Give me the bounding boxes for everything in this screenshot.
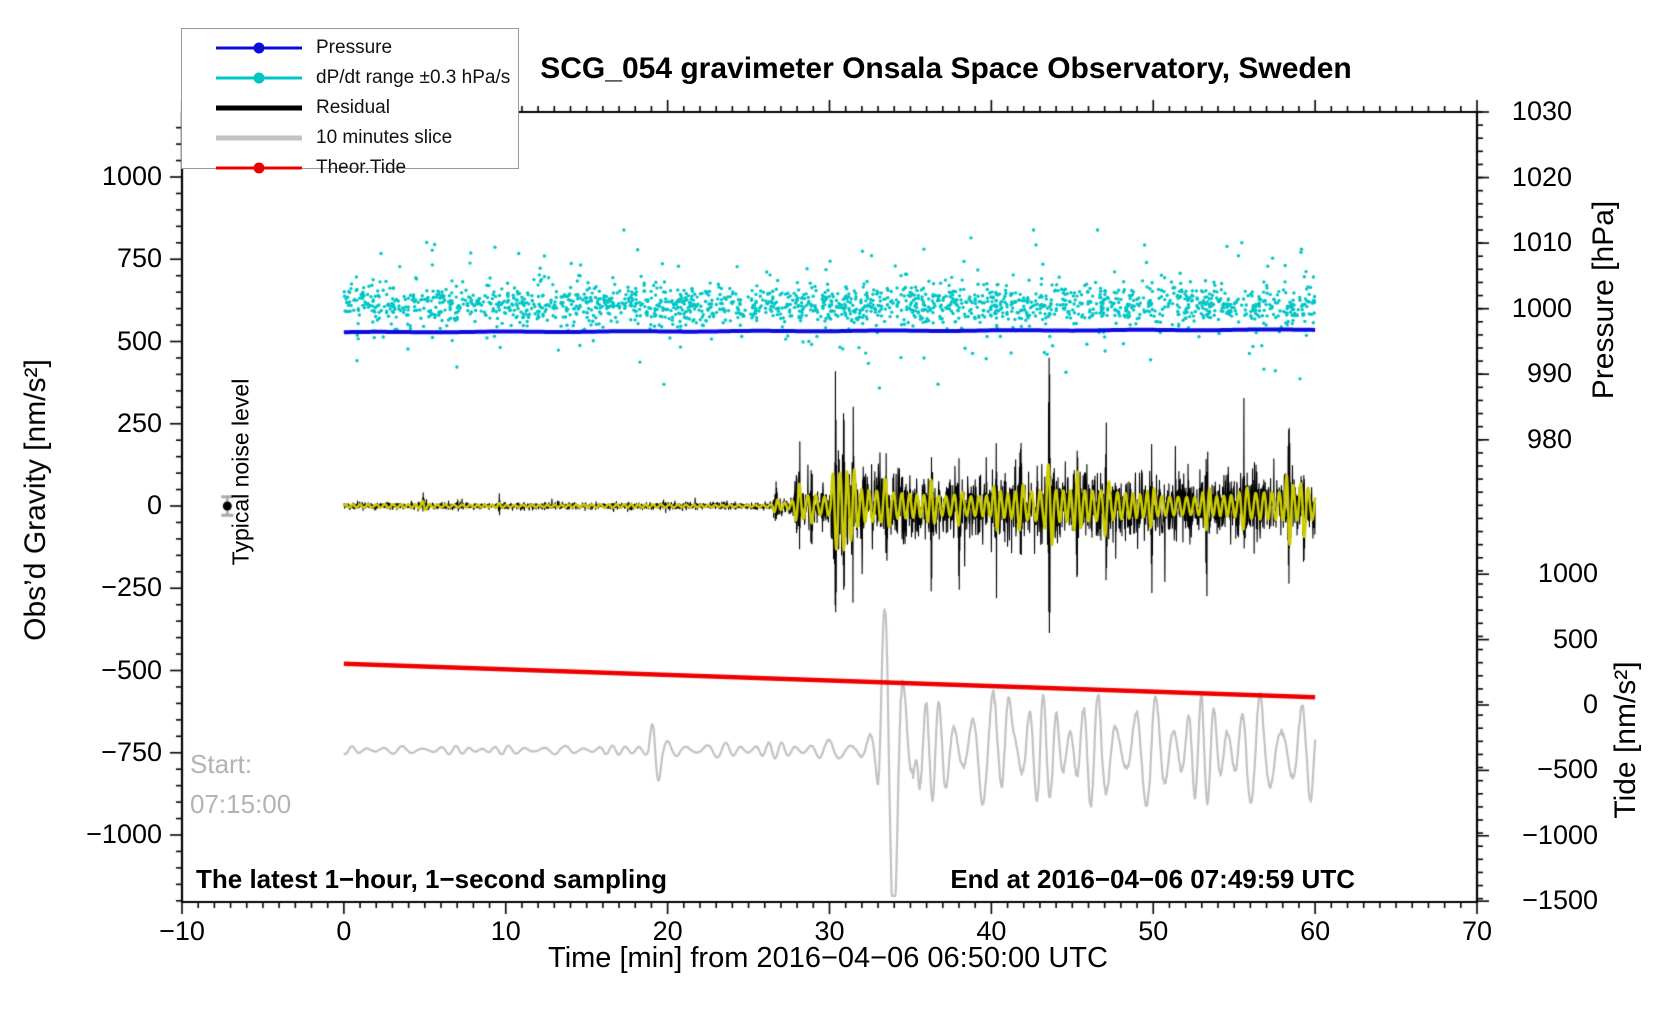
tick-label: 500 — [116, 325, 162, 356]
noise-level-label: Typical noise level — [227, 378, 254, 566]
tick-label: −500 — [1537, 754, 1598, 785]
y-axis-title-pressure: Pressure [hPa] — [1587, 200, 1620, 400]
tick-label: 1000 — [1511, 292, 1572, 323]
tick-label: −1000 — [1522, 819, 1598, 850]
legend-item-dpdt: dP/dt range ±0.3 hPa/s — [182, 63, 518, 93]
tick-label: 10 — [490, 916, 521, 946]
tick-label: −750 — [101, 736, 162, 767]
dpdt-legend-sample-icon — [216, 63, 302, 93]
end-note: End at 2016−04−06 07:49:59 UTC — [950, 864, 1355, 894]
tick-label: 980 — [1526, 423, 1572, 454]
theor_tide-legend-sample-icon — [216, 153, 302, 183]
tick-label: −10 — [159, 916, 205, 946]
tick-label: 0 — [1582, 689, 1598, 719]
residual-legend-sample-icon — [216, 93, 302, 123]
legend-label: dP/dt range ±0.3 hPa/s — [316, 67, 511, 88]
y-axis-title-tide: Tide [nm/s²] — [1609, 661, 1642, 819]
tick-label: 20 — [652, 916, 683, 946]
tick-label: 1010 — [1511, 227, 1572, 258]
legend-item-slice: 10 minutes slice — [182, 123, 518, 153]
tick-label: 50 — [1138, 916, 1169, 946]
legend-label: Pressure — [316, 37, 393, 58]
start-time: 07:15:00 — [190, 789, 292, 819]
tick-label: 500 — [1552, 623, 1598, 654]
tick-label: 60 — [1300, 916, 1331, 946]
legend-item-theor_tide: Theor.Tide — [182, 153, 518, 183]
tick-label: 990 — [1526, 358, 1572, 389]
tick-label: 250 — [116, 407, 162, 438]
tick-label: −1500 — [1522, 885, 1598, 916]
tick-label: 30 — [814, 916, 845, 946]
tick-label: 1020 — [1511, 161, 1572, 192]
tick-label: 70 — [1461, 916, 1493, 946]
tick-label: −500 — [101, 654, 162, 685]
legend-label: Residual — [316, 97, 390, 118]
legend: Pressure dP/dt range ±0.3 hPa/s Residual 10… — [181, 28, 519, 178]
tick-label: 1000 — [101, 161, 162, 191]
tick-label: −250 — [101, 572, 162, 603]
tick-label: 1030 — [1511, 96, 1572, 126]
tick-label: −1000 — [86, 819, 162, 849]
legend-item-pressure: Pressure — [182, 33, 518, 63]
tick-label: 0 — [336, 916, 352, 946]
legend-label: 10 minutes slice — [316, 127, 453, 148]
tick-label: 750 — [116, 243, 162, 274]
tick-label: 0 — [146, 490, 162, 520]
legend-item-residual: Residual — [182, 93, 518, 123]
x-axis-title: Time [min] from 2016−04−06 06:50:00 UTC — [548, 942, 1108, 974]
slice-legend-sample-icon — [216, 123, 302, 153]
start-block: Start: 07:15:00 — [190, 744, 291, 824]
legend-label: Theor.Tide — [316, 157, 407, 178]
pressure-legend-sample-icon — [216, 33, 302, 63]
chart-title: SCG_054 gravimeter Onsala Space Observat… — [540, 52, 1352, 85]
tick-label: 1000 — [1537, 558, 1598, 589]
sampling-note: The latest 1−hour, 1−second sampling — [196, 864, 668, 894]
tick-label: 40 — [976, 916, 1007, 946]
start-label: Start: — [190, 749, 253, 779]
